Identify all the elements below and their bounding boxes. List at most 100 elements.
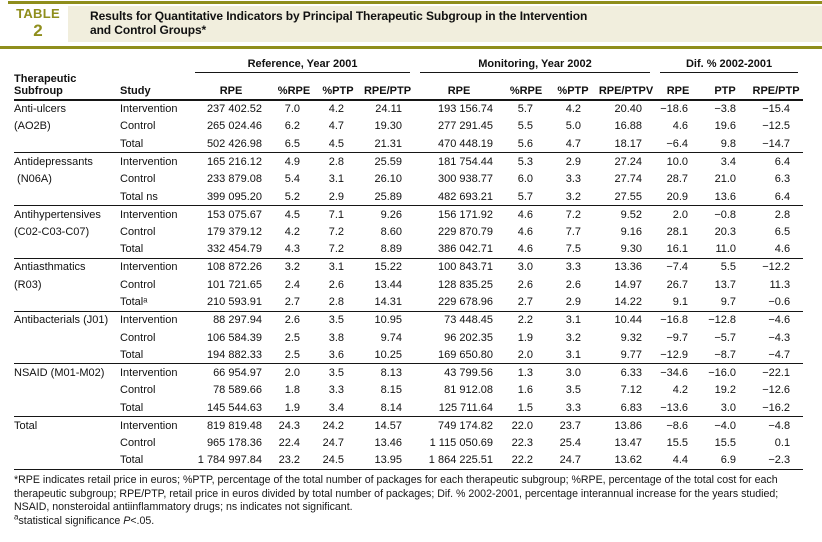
table-row: Total Intervention 819 819.48 24.3 24.2 14.57… — [14, 417, 803, 435]
value-cell: −13.6 — [655, 399, 702, 418]
footnote-significance: astatistical significance P<.05. — [14, 513, 808, 529]
table-row: Antiasthmatics Intervention 108 872.26 3.2 3… — [14, 258, 803, 276]
table-row: Control 965 178.36 22.4 24.7 13.46 1 115 050.… — [14, 434, 803, 452]
footnote-abbreviations: *RPE indicates retail price in euros; %P… — [14, 473, 779, 514]
value-cell: 4.2 — [328, 103, 344, 116]
column-header-subgroup: Therapeutic Subfroup — [14, 73, 120, 101]
spanner-dif-2002-2001-label: Dif. % 2002-2001 — [660, 58, 799, 73]
value-cell: 179 379.12 — [206, 225, 262, 238]
value-cell: 145 544.63 — [190, 399, 272, 418]
value-cell: 3.3 — [565, 261, 582, 274]
value-cell: 3.1 — [565, 314, 582, 327]
table-row: Anti-ulcers Intervention 237 402.52 7.0 4.2 2… — [14, 100, 803, 118]
table-row: Antibacterials (J01) Intervention 88 297.9… — [14, 311, 803, 329]
value-cell: 2.6 — [328, 278, 344, 291]
value-cell: 6.9 — [701, 451, 750, 470]
value-cell: 3.0 — [701, 399, 750, 418]
value-cell: 5.5 — [517, 120, 534, 133]
value-cell: 265 024.46 — [206, 120, 262, 133]
table-row: (C02-C03-C07) Control 179 379.12 4.2 7.2 8.60… — [14, 223, 803, 241]
table-row: Total 145 544.63 1.9 3.4 8.14 125 711.64 1.5 3.… — [14, 399, 804, 418]
study-cell: Total — [120, 346, 190, 365]
value-cell: 3.2 — [284, 261, 300, 274]
study-cell: Control — [120, 331, 156, 344]
value-cell: 1.3 — [517, 366, 534, 379]
value-cell: −34.6 — [660, 366, 689, 379]
value-cell: 9.16 — [620, 225, 643, 238]
value-cell: 10.0 — [666, 155, 689, 168]
value-cell: −15.4 — [762, 103, 791, 116]
value-cell: 181 754.44 — [437, 155, 494, 168]
value-cell: 15.5 — [666, 437, 689, 450]
value-cell: 277 291.45 — [437, 120, 494, 133]
spanner-monitoring-2002-label: Monitoring, Year 2002 — [420, 58, 651, 73]
value-cell: 5.0 — [565, 120, 582, 133]
column-header: RPE/PTP — [749, 73, 804, 101]
value-cell: 5.7 — [517, 103, 534, 116]
table-number: 2 — [33, 21, 43, 40]
table-title-line1: Results for Quantitative Indicators by P… — [90, 9, 588, 23]
value-cell: 5.5 — [720, 261, 737, 274]
value-cell: 25.89 — [360, 187, 416, 207]
value-cell: 7.7 — [565, 225, 582, 238]
value-cell: 15.22 — [374, 261, 403, 274]
value-cell: 13.44 — [374, 278, 403, 291]
subgroup-cell: (AO2B) — [14, 120, 51, 133]
column-header: %RPE — [503, 73, 550, 101]
value-cell: 5.4 — [284, 173, 300, 186]
value-cell: 169 650.80 — [415, 346, 504, 365]
value-cell: 3.5 — [565, 384, 582, 397]
study-cell: Control — [120, 278, 156, 291]
value-cell: 3.3 — [549, 399, 598, 418]
value-cell: 11.0 — [701, 240, 750, 259]
value-cell: 2.0 — [672, 208, 689, 221]
table-row: Total ns 399 095.20 5.2 2.9 25.89 482 693.21 5… — [14, 187, 804, 207]
value-cell: 16.1 — [655, 240, 702, 259]
value-cell: 14.57 — [374, 419, 403, 432]
study-cell: Control — [120, 225, 156, 238]
value-cell: 4.6 — [503, 240, 550, 259]
subgroup-cell: Total — [14, 419, 38, 432]
value-cell: 9.1 — [655, 293, 702, 312]
value-cell: 3.1 — [328, 173, 344, 186]
results-table: Reference, Year 2001 Monitoring, Year 20… — [14, 52, 804, 470]
study-cell: Totalᵃ — [120, 293, 190, 312]
value-cell: 22.4 — [278, 437, 300, 450]
value-cell: 13.36 — [614, 261, 643, 274]
value-cell: 2.5 — [284, 331, 300, 344]
study-cell: Control — [120, 173, 156, 186]
value-cell: −12.9 — [655, 346, 702, 365]
column-header-row: Therapeutic Subfroup Study RPE %RPE %PTP RP… — [14, 73, 804, 101]
spanner-dif-2002-2001: Dif. % 2002-2001 — [655, 52, 803, 73]
value-cell: 8.15 — [380, 384, 403, 397]
value-cell: 2.2 — [517, 314, 534, 327]
table-row: Total 502 426.98 6.5 4.5 21.31 470 448.19 5.6 4… — [14, 135, 804, 154]
value-cell: 6.4 — [774, 155, 791, 168]
value-cell: 23.2 — [272, 451, 316, 470]
value-cell: −4.0 — [714, 419, 737, 432]
subgroup-cell: Antiasthmatics — [14, 261, 86, 274]
subgroup-cell — [14, 451, 120, 470]
study-cell: Intervention — [120, 103, 178, 116]
value-cell: −0.8 — [714, 208, 737, 221]
value-cell: 4.9 — [284, 155, 300, 168]
value-cell: 4.5 — [316, 135, 360, 154]
value-cell: 3.2 — [565, 331, 582, 344]
value-cell: 2.0 — [284, 366, 300, 379]
value-cell: 7.12 — [620, 384, 643, 397]
spanner-monitoring-2002: Monitoring, Year 2002 — [415, 52, 655, 73]
value-cell: 73 448.45 — [444, 314, 494, 327]
value-cell: 8.13 — [380, 366, 403, 379]
value-cell: 5.2 — [272, 187, 316, 207]
value-cell: 13.86 — [614, 419, 643, 432]
spanner-reference-2001: Reference, Year 2001 — [190, 52, 415, 73]
value-cell: 3.0 — [517, 261, 534, 274]
value-cell: −16.2 — [749, 399, 804, 418]
value-cell: 24.7 — [322, 437, 344, 450]
value-cell: 1 784 997.84 — [190, 451, 272, 470]
value-cell: 5.7 — [503, 187, 550, 207]
value-cell: 108 872.26 — [206, 261, 262, 274]
value-cell: −4.6 — [768, 314, 791, 327]
value-cell: −6.4 — [655, 135, 702, 154]
value-cell: 66 954.97 — [213, 366, 262, 379]
